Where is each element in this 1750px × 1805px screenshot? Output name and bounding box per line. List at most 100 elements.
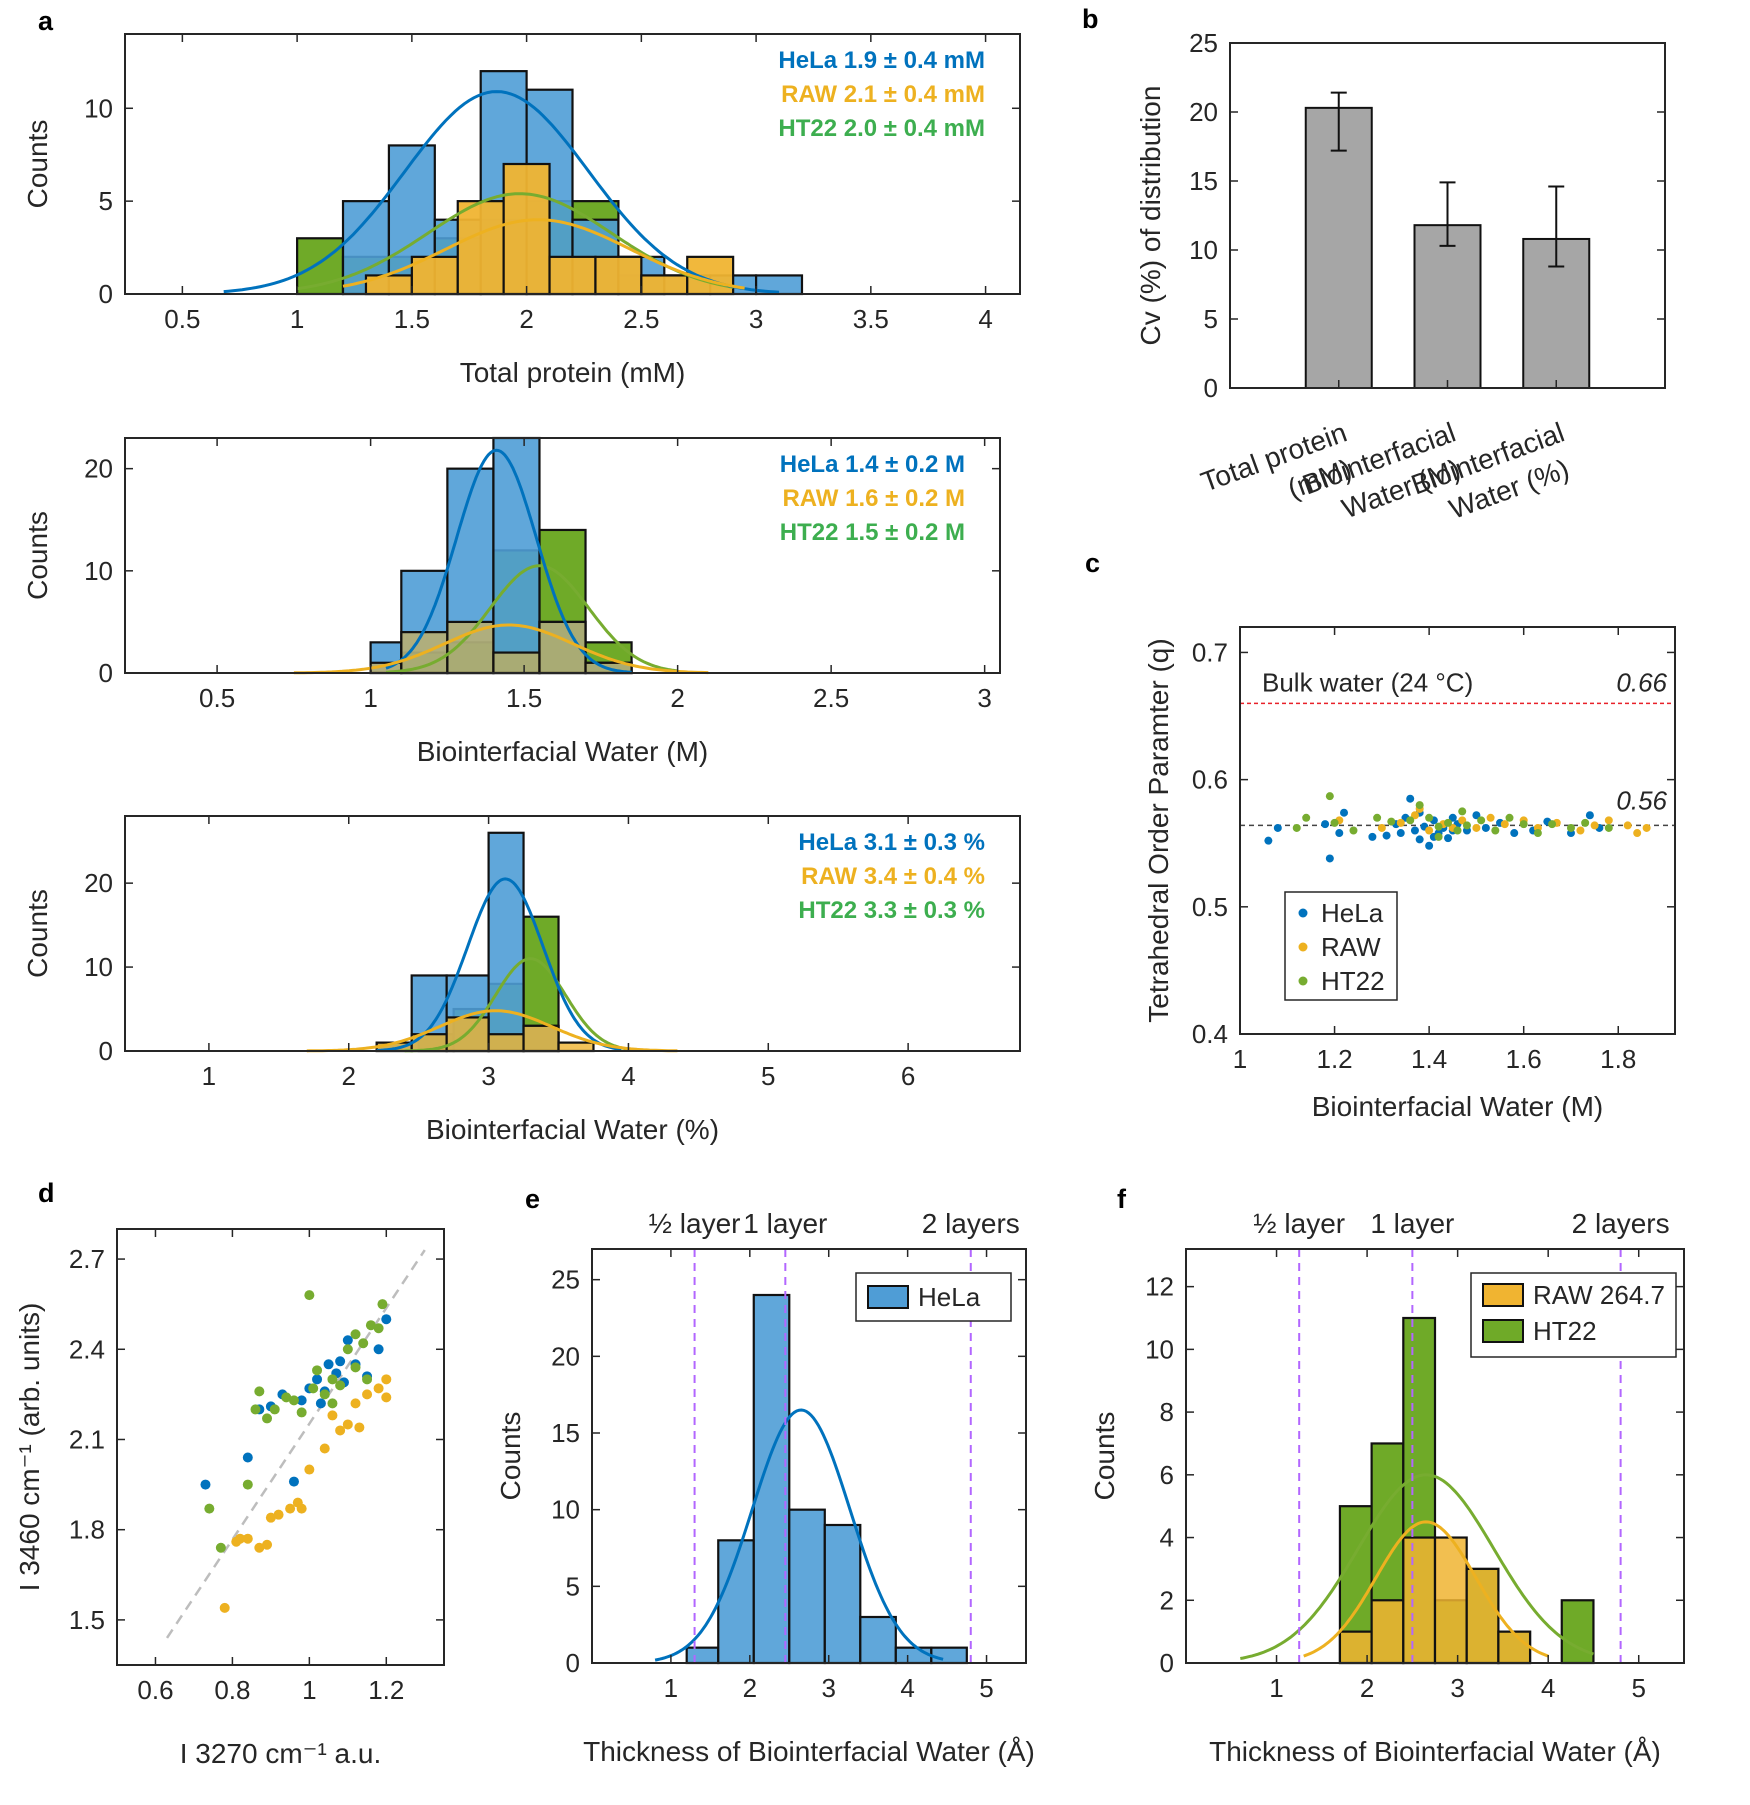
f-xtick-label: 4 xyxy=(1541,1673,1555,1703)
c-point-hela xyxy=(1396,829,1405,838)
a1-ytick-label: 5 xyxy=(99,186,113,216)
c-point-ht22 xyxy=(1444,818,1453,827)
d-point-hela xyxy=(381,1314,392,1325)
d-point-ht22 xyxy=(312,1365,323,1376)
a3-fit-curve-raw xyxy=(306,1009,678,1053)
c-point-raw xyxy=(1500,820,1509,829)
a2-ytick-label: 10 xyxy=(84,556,113,586)
a2-xtick-label: 2 xyxy=(670,683,684,713)
e-xtick-label: 3 xyxy=(821,1673,835,1703)
d-point-raw xyxy=(354,1422,365,1433)
a1-bar-raw xyxy=(548,255,597,296)
d-axes-box xyxy=(116,1228,445,1666)
f-xtick-label: 1 xyxy=(1269,1673,1283,1703)
b-axes-box xyxy=(1229,42,1666,389)
d-xtick-label: 0.8 xyxy=(214,1675,250,1705)
c-point-hela xyxy=(1444,834,1453,843)
a2-legend-entry: HeLa 1.4 ± 0.2 M xyxy=(780,451,965,478)
a2-xtick-label: 1.5 xyxy=(506,683,542,713)
d-point-raw xyxy=(285,1503,296,1514)
f-legend-swatch xyxy=(1482,1283,1524,1307)
c-point-hela xyxy=(1335,829,1344,838)
c-xtick-label: 1.4 xyxy=(1411,1044,1447,1074)
a3-ytick-label: 0 xyxy=(99,1036,113,1066)
a2-ytick-label: 0 xyxy=(99,658,113,688)
c-bulk-water-label: Bulk water (24 °C) xyxy=(1262,667,1473,697)
c-legend-entry: RAW xyxy=(1321,932,1381,962)
d-point-ht22 xyxy=(269,1404,280,1415)
c-point-ht22 xyxy=(1491,826,1500,835)
a1-xtick-label: 3 xyxy=(749,304,763,334)
f-layer-label: ½ layer xyxy=(1253,1208,1345,1239)
c-axes-box xyxy=(1239,626,1676,1035)
e-bar-hela xyxy=(894,1646,933,1665)
b-ytick-label: 20 xyxy=(1189,97,1218,127)
a1-xtick-label: 0.5 xyxy=(164,304,200,334)
a1-ytick-label: 0 xyxy=(99,279,113,309)
f-xlabel: Thickness of Biointerfacial Water (Å) xyxy=(1209,1736,1661,1767)
d-ylabel: I 3460 cm⁻¹ (arb. units) xyxy=(14,1303,45,1592)
c-point-ht22 xyxy=(1548,820,1557,829)
e-bar-hela xyxy=(859,1615,897,1665)
f-bar-raw-264.7 xyxy=(1497,1630,1532,1665)
a1-legend-entry: HT22 2.0 ± 0.4 mM xyxy=(778,115,985,142)
a1-bar-raw xyxy=(594,255,643,296)
d-point-raw xyxy=(350,1398,361,1409)
panel-label-e: e xyxy=(525,1184,540,1214)
a1-legend-entry: HeLa 1.9 ± 0.4 mM xyxy=(778,47,985,74)
c-xtick-label: 1 xyxy=(1233,1044,1247,1074)
c-point-ht22 xyxy=(1519,820,1528,829)
f-ytick-label: 6 xyxy=(1160,1460,1174,1490)
c-point-hela xyxy=(1585,811,1594,820)
d-ytick-label: 2.4 xyxy=(69,1334,105,1364)
a3-ylabel: Counts xyxy=(22,889,53,978)
c-ytick-label: 0.6 xyxy=(1192,765,1228,795)
d-point-raw xyxy=(265,1512,276,1523)
a3-fit-curve-ht22 xyxy=(404,957,629,1053)
c-point-ht22 xyxy=(1434,832,1443,841)
c-point-raw xyxy=(1604,816,1613,825)
a3-xtick-label: 5 xyxy=(761,1061,775,1091)
d-point-ht22 xyxy=(215,1542,226,1553)
d-ytick-label: 2.1 xyxy=(69,1424,105,1454)
c-point-hela xyxy=(1368,832,1377,841)
panel-label-c: c xyxy=(1085,548,1100,578)
c-xtick-label: 1.6 xyxy=(1506,1044,1542,1074)
f-ytick-label: 2 xyxy=(1160,1585,1174,1615)
c-legend-entry: HeLa xyxy=(1321,898,1384,928)
c-point-raw xyxy=(1642,823,1651,832)
e-xtick-label: 2 xyxy=(743,1673,757,1703)
e-ylabel: Counts xyxy=(495,1412,526,1501)
c-point-ht22 xyxy=(1477,816,1486,825)
e-ytick-label: 0 xyxy=(566,1648,580,1678)
c-point-hela xyxy=(1415,835,1424,844)
e-plot xyxy=(654,1249,972,1665)
a1-legend-entry: RAW 2.1 ± 0.4 mM xyxy=(781,81,985,108)
d-point-ht22 xyxy=(281,1392,292,1403)
c-bulk-value-label: 0.66 xyxy=(1616,667,1667,697)
a2-xlabel: Biointerfacial Water (M) xyxy=(417,736,708,767)
a1-xtick-label: 4 xyxy=(978,304,992,334)
d-point-ht22 xyxy=(288,1395,299,1406)
d-point-ht22 xyxy=(350,1362,361,1373)
d-point-hela xyxy=(342,1335,353,1346)
a1-xtick-label: 2 xyxy=(519,304,533,334)
c-point-ht22 xyxy=(1453,826,1462,835)
a3-axes-box xyxy=(124,815,1021,1052)
a1-xtick-label: 3.5 xyxy=(853,304,889,334)
d-point-raw xyxy=(235,1533,246,1544)
a2-axes-box xyxy=(124,437,1001,674)
c-point-ht22 xyxy=(1387,817,1396,826)
f-layer-label: 2 layers xyxy=(1572,1208,1670,1239)
a2-xtick-label: 3 xyxy=(977,683,991,713)
a3-xtick-label: 3 xyxy=(481,1061,495,1091)
b-ylabel: Cv (%) of distribution xyxy=(1135,86,1166,346)
c-ytick-label: 0.4 xyxy=(1192,1019,1228,1049)
d-point-ht22 xyxy=(242,1479,253,1490)
c-point-hela xyxy=(1321,820,1330,829)
e-ytick-label: 15 xyxy=(551,1418,580,1448)
c-xtick-label: 1.8 xyxy=(1600,1044,1636,1074)
a3-xtick-label: 1 xyxy=(202,1061,216,1091)
d-point-raw xyxy=(381,1374,392,1385)
d-point-hela xyxy=(323,1359,334,1370)
